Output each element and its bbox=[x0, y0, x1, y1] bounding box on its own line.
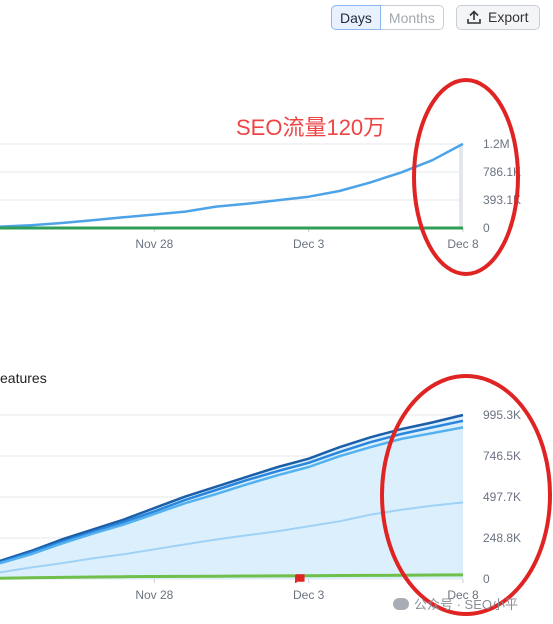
export-label: Export bbox=[488, 9, 529, 25]
y-tick-label: 0 bbox=[483, 221, 490, 235]
chart-title: eatures bbox=[0, 370, 47, 386]
highlight-ellipse bbox=[380, 374, 552, 616]
highlight-ellipse bbox=[412, 78, 520, 276]
x-tick-label: Nov 28 bbox=[135, 588, 173, 602]
features-chart: eatures 995.3K 746.5K 497.7K 248.8K 0 Nov 28 De… bbox=[0, 370, 552, 616]
range-handle bbox=[459, 144, 463, 228]
y-tick-label: 497.7K bbox=[483, 490, 521, 504]
series-line bbox=[0, 413, 464, 563]
x-tick-label: Dec 3 bbox=[293, 588, 325, 602]
y-tick-label: 0 bbox=[483, 572, 490, 586]
upload-icon bbox=[467, 10, 481, 24]
months-button[interactable]: Months bbox=[380, 5, 444, 30]
series-line bbox=[0, 419, 464, 564]
y-tick-label: 393.1K bbox=[483, 193, 521, 207]
series-line bbox=[0, 426, 464, 565]
watermark: 公众号 · SEO小平 bbox=[393, 594, 518, 613]
x-tick-label: Nov 28 bbox=[135, 237, 173, 251]
y-tick-label: 248.8K bbox=[483, 531, 521, 545]
x-tick-label: Dec 8 bbox=[447, 588, 479, 602]
flag-marker bbox=[295, 574, 305, 583]
days-button[interactable]: Days bbox=[331, 5, 381, 30]
x-tick-label: Dec 3 bbox=[293, 237, 325, 251]
traffic-chart: 1.2M 786.1K 393.1K 0 Nov 28 Dec 3 Dec 8 SEO流量12… bbox=[0, 78, 521, 276]
annotation-label: SEO流量120万 bbox=[236, 115, 385, 140]
export-button[interactable]: Export bbox=[456, 5, 540, 30]
y-tick-label: 995.3K bbox=[483, 408, 521, 422]
wechat-icon bbox=[393, 597, 409, 610]
series-line bbox=[0, 573, 464, 580]
y-tick-label: 786.1K bbox=[483, 165, 521, 179]
y-tick-label: 1.2M bbox=[483, 137, 510, 151]
y-tick-label: 746.5K bbox=[483, 449, 521, 463]
x-tick-label: Dec 8 bbox=[447, 237, 479, 251]
area-fill bbox=[0, 415, 463, 579]
granularity-toggle: Days Months bbox=[331, 5, 444, 32]
watermark-text: 公众号 · SEO小平 bbox=[414, 597, 519, 612]
series-line bbox=[0, 142, 464, 228]
series-line bbox=[0, 501, 464, 574]
